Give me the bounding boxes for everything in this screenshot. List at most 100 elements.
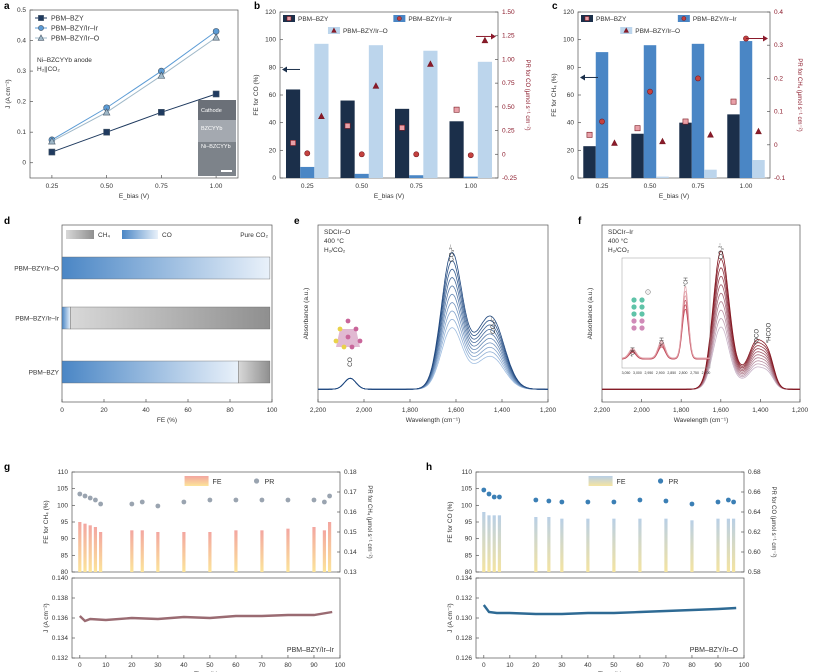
panel-b-ytick-label: 100 <box>265 37 276 44</box>
panel-d-legend-ch4-label: CH₄ <box>98 232 110 239</box>
panel-e-peak-label: CO <box>347 357 354 367</box>
panel-g-ytick-label: 105 <box>57 486 68 493</box>
panel-e-xtick-label: 1,800 <box>402 407 419 414</box>
panel-g-fe-bar <box>322 530 326 572</box>
panel-d-xtick-label: 40 <box>142 407 150 414</box>
panel-f-inset-peak-label: *CH <box>683 277 689 287</box>
panel-b-xlabel: E_bias (V) <box>374 193 404 200</box>
panel-f-molecule-atom <box>645 289 651 295</box>
panel-d-legend-ch4-swatch <box>66 230 94 239</box>
panel-h-j-ytick-label: 0.126 <box>456 655 473 662</box>
panel-f-inset-xtick-label: 2,950 <box>644 371 653 375</box>
panel-a-series-line <box>51 93 217 153</box>
panel-b-ytick-right-label: 1.25 <box>502 33 515 40</box>
panel-b-xtick-label: 0.75 <box>410 183 423 190</box>
panel-c-legend-marker <box>681 16 687 21</box>
panel-f-molecule-atom <box>631 304 637 310</box>
panel-b-ytick-label: 120 <box>265 9 276 16</box>
panel-h-pr-marker <box>731 499 736 505</box>
panel-a-ytick-label: 0.4 <box>17 38 26 45</box>
panel-f-molecule-atom <box>639 325 645 331</box>
panel-c-bar <box>739 41 753 178</box>
panel-h-pr-marker <box>491 494 497 500</box>
panel-e-molecule-atom <box>349 344 355 350</box>
panel-a-letter: a <box>4 1 10 12</box>
panel-f-molecule-atom <box>631 318 637 324</box>
panel-b-pr-marker <box>372 82 380 89</box>
panel-a-xtick-label: 0.75 <box>155 183 168 190</box>
panel-b-pr-marker <box>399 124 405 131</box>
panel-a-legend-marker <box>38 25 44 31</box>
panel-g-j-ytick-label: 0.132 <box>52 655 69 662</box>
panel-g-xtick-label: 70 <box>258 662 266 669</box>
panel-g-legend-pr-label: PR <box>265 479 275 486</box>
panel-g-current-trace <box>78 610 333 623</box>
panel-c-ytick-label: 60 <box>567 92 575 99</box>
panel-f-letter: f <box>578 216 582 227</box>
panel-a-xtick-label: 0.50 <box>100 183 113 190</box>
panel-b-bar <box>394 108 410 178</box>
panel-b-legend-label: PBM–BZY/Ir–Ir <box>408 16 453 23</box>
panel-a-ytick-label: 0 <box>22 160 26 167</box>
panel-e-molecule-atom <box>333 338 339 344</box>
panel-d-category-label: PBM–BZY/Ir–Ir <box>15 316 60 323</box>
panel-b-xtick-label: 1.00 <box>464 183 477 190</box>
panel-b-pr-marker <box>467 152 474 159</box>
panel-h-fe-bar <box>547 517 551 572</box>
panel-c-pr-marker <box>659 137 666 145</box>
panel-h-xtick-label: 80 <box>688 662 696 669</box>
panel-a-legend-label: PBM–BZY/Ir–Ir <box>51 26 99 33</box>
panel-e-peak-label: CO₃²⁻ <box>448 243 455 262</box>
panel-a-series-line <box>51 37 217 142</box>
panel-e-molecule-atom <box>345 318 351 324</box>
panel-h-current-trace <box>482 604 737 616</box>
panel-g-ytick-label: 100 <box>57 502 68 509</box>
panel-b-legend-marker <box>286 16 292 21</box>
panel-a-data-point <box>212 90 220 98</box>
panel-g-pr-marker <box>311 497 317 503</box>
panel-g-ytick-right-label: 0.18 <box>344 469 357 476</box>
panel-f-xtick-label: 1,400 <box>752 407 769 414</box>
panel-f-molecule-atom <box>631 325 637 331</box>
panel-a-inset-label: BZCYYb <box>201 126 222 132</box>
panel-b-bar <box>300 166 315 178</box>
panel-h-ytick-label: 85 <box>465 552 473 559</box>
panel-h-pr-marker <box>725 497 731 503</box>
panel-c-pr-marker <box>634 125 641 132</box>
panel-g-xtick-label: 10 <box>102 662 110 669</box>
panel-e-spectrum-line <box>318 252 548 390</box>
panel-g-sample-label: PBM–BZY/Ir–Ir <box>287 647 335 654</box>
panel-h-xtick-label: 0 <box>482 662 486 669</box>
panel-h-fe-bar <box>731 518 736 572</box>
panel-c-xtick-label: 1.00 <box>740 183 753 190</box>
panel-h-bottom-axes-frame <box>475 577 745 659</box>
panel-c-pr-marker <box>682 118 689 125</box>
panel-b-bar <box>314 43 329 178</box>
panel-a-ytick-label: 0.1 <box>17 129 26 136</box>
panel-c-ytick-label: 120 <box>563 9 574 16</box>
panel-b-letter: b <box>254 1 260 12</box>
panel-g-pr-marker <box>327 493 332 499</box>
panel-b-ytick-label: 60 <box>269 92 277 99</box>
panel-b-ytick-label: 20 <box>269 147 277 154</box>
panel-h-j-ytick-label: 0.132 <box>456 595 473 602</box>
panel-b-legend-label: PBM–BZY/Ir–O <box>343 28 388 35</box>
panel-b-pr-marker <box>304 150 311 157</box>
panel-g-pr-marker <box>98 501 104 507</box>
panel-f-inset-line <box>621 286 710 359</box>
panel-h-xtick-label: 90 <box>714 662 722 669</box>
panel-a-inset-electrolyte-layer <box>198 120 236 142</box>
panel-f-inset-xtick-label: 3,050 <box>622 371 631 375</box>
panel-h-fe-bar <box>638 518 642 572</box>
panel-h-xtick-label: 50 <box>610 662 618 669</box>
panel-g-ytick-right-label: 0.15 <box>344 529 357 536</box>
panel-g-fe-bar <box>208 532 212 572</box>
panel-h-ylabel-right: PR for CO (μmol s⁻¹ cm⁻²) <box>770 486 776 557</box>
panel-h-pr-marker <box>611 499 617 505</box>
panel-g-ytick-right-label: 0.16 <box>344 509 357 516</box>
panel-h-j-ytick-label: 0.130 <box>456 615 473 622</box>
panel-d-category-label: PBM–BZY <box>29 370 60 377</box>
panel-d-category-label: PBM–BZY/Ir–O <box>14 266 59 273</box>
panel-b-pr-marker <box>453 106 460 113</box>
panel-f-inset-xtick-label: 2,700 <box>702 371 711 375</box>
